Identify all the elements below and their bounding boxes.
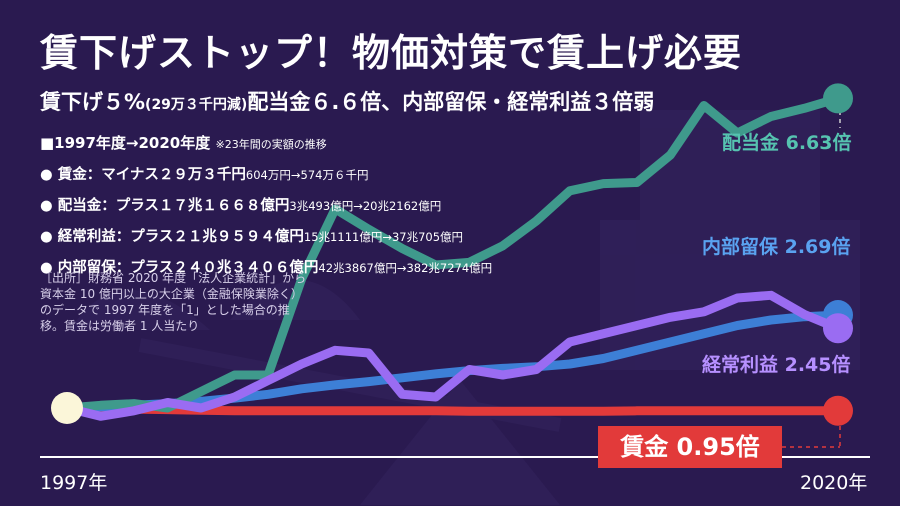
retained-series-line [62, 310, 843, 413]
wage-value-label: 賃金 0.95倍 [598, 426, 782, 468]
subtitle-rest: 配当金６.６倍、内部留保・経常利益３倍弱 [247, 90, 655, 114]
note-label: ● 内部留保：プラス２４０兆３４０６億円 [40, 260, 319, 276]
subtitle-paren: (29万３千円減) [145, 97, 248, 113]
source-note: ［出所］財務省 2020 年度「法人企業統計」から資本金 10 億円以上の大企業… [40, 271, 307, 333]
note-item-retained: ● 内部留保：プラス２４０兆３４０６億円42兆3867億円→382兆7274億円 [40, 256, 492, 277]
retained-value-label: 内部留保 2.69倍 [702, 236, 851, 258]
profit-series-line [62, 290, 843, 421]
note-item-dividend: ● 配当金：プラス１７兆１６６８億円3兆493億円→20兆2162億円 [40, 194, 492, 215]
note-label: ● 賃金：マイナス２９万３千円 [40, 167, 246, 183]
x-label-end: 2020年 [800, 472, 868, 494]
profit-end-point [823, 313, 853, 344]
note-detail: 604万円→574万６千円 [245, 168, 369, 182]
series-layer [51, 83, 853, 426]
note-item-wage: ● 賃金：マイナス２９万３千円604万円→574万６千円 [40, 163, 492, 184]
note-detail: 3兆493億円→20兆2162億円 [289, 199, 442, 213]
dividend-value-label: 配当金 6.63倍 [722, 132, 852, 154]
note-item-profit: ● 経常利益：プラス２１兆９５９４億円15兆1111億円→37兆705億円 [40, 225, 492, 246]
chart-subtitle: 賃下げ５%(29万３千円減)配当金６.６倍、内部留保・経常利益３倍弱 [40, 86, 654, 116]
notes-heading-note: ※23年間の実額の推移 [215, 138, 327, 151]
dividend-series-line [62, 93, 843, 413]
notes-heading-text: ■1997年度→2020年度 [40, 134, 211, 152]
start-point [51, 392, 83, 424]
wage-end-point [823, 395, 853, 426]
note-detail: 42兆3867億円→382兆7274億円 [318, 261, 493, 275]
subtitle-main: 賃下げ５% [40, 90, 146, 114]
notes-heading: ■1997年度→2020年度 ※23年間の実額の推移 [40, 132, 492, 153]
summary-notes: ■1997年度→2020年度 ※23年間の実額の推移 ● 賃金：マイナス２９万３… [40, 132, 492, 277]
profit-value-label: 経常利益 2.45倍 [702, 354, 851, 376]
x-label-start: 1997年 [40, 472, 108, 494]
dividend-end-point [823, 83, 853, 114]
note-label: ● 経常利益：プラス２１兆９５９４億円 [40, 229, 304, 245]
chart-title: 賃下げストップ！物価対策で賃上げ必要 [40, 31, 743, 75]
note-label: ● 配当金：プラス１７兆１６６８億円 [40, 198, 290, 214]
note-detail: 15兆1111億円→37兆705億円 [303, 230, 464, 244]
